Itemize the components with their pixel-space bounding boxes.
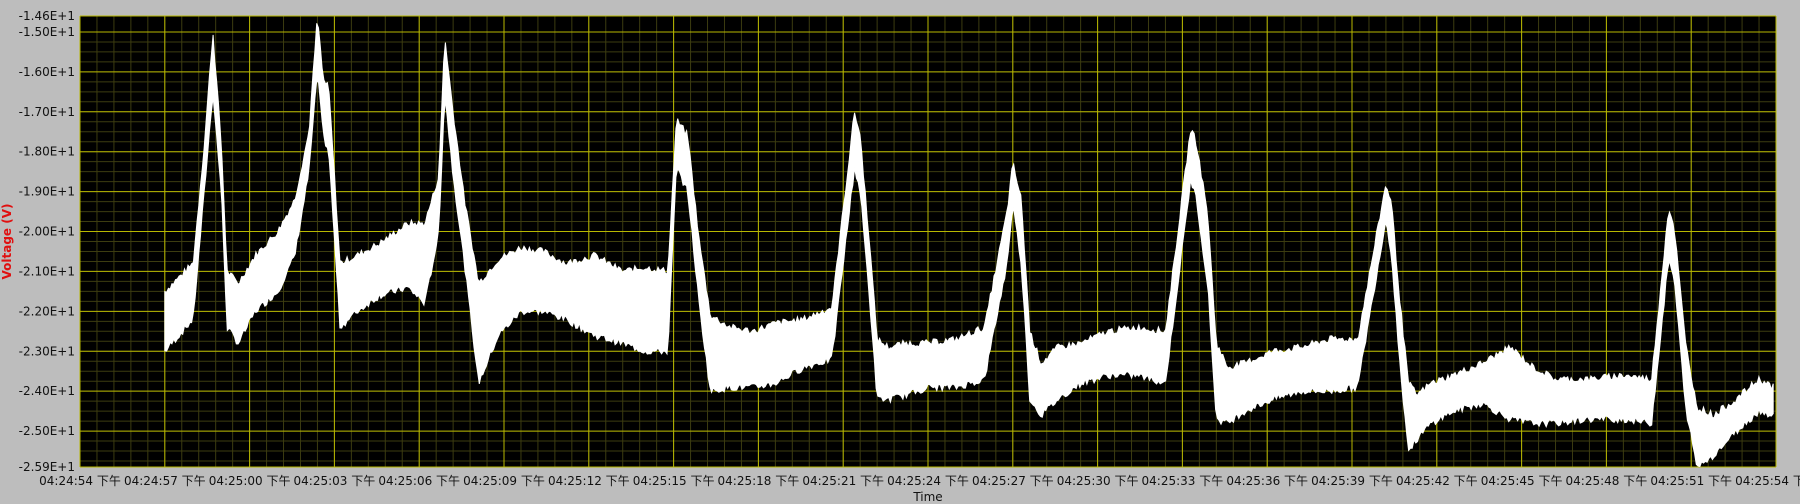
x-tick-label: 04:25:03 下午 [294,474,376,488]
x-tick-label: 04:25:00 下午 [209,474,291,488]
x-tick-label: 04:25:18 下午 [718,474,800,488]
x-tick-label: 04:25:45 下午 [1481,474,1563,488]
x-axis-ticks: 04:24:54 下午 04:24:57 下午 04:25:00 下午 04:25:0… [39,474,1800,488]
y-axis-ticks: -1.46E+1 -1.50E+1 -1.60E+1 -1.70E+1 -1.80E+1… [19,9,75,474]
y-axis-title: Voltage (V) [0,204,14,280]
x-axis-title: Time [912,490,942,504]
x-tick-label: 04:25:24 下午 [887,474,969,488]
x-tick-label: 04:25:30 下午 [1057,474,1139,488]
x-tick-label: 04:25:42 下午 [1396,474,1478,488]
x-tick-label: 04:25:36 下午 [1226,474,1308,488]
x-tick-label: 04:25:06 下午 [378,474,460,488]
x-tick-label: 04:25:51 下午 [1650,474,1732,488]
y-tick-label: -2.59E+1 [19,460,75,474]
y-tick-label: -2.40E+1 [19,384,75,398]
y-tick-label: -1.90E+1 [19,185,75,199]
y-tick-label: -2.30E+1 [19,344,75,358]
x-tick-label: 04:25:21 下午 [802,474,884,488]
y-tick-label: -2.50E+1 [19,424,75,438]
y-tick-label: -1.70E+1 [19,105,75,119]
x-tick-label: 04:25:15 下午 [633,474,715,488]
x-tick-label: 04:25:33 下午 [1142,474,1224,488]
x-tick-label: 04:24:54 下午 [39,474,121,488]
y-tick-label: -2.00E+1 [19,225,75,239]
x-tick-label: 04:25:09 下午 [463,474,545,488]
y-tick-label: -1.50E+1 [19,25,75,39]
y-tick-label: -2.20E+1 [19,304,75,318]
x-tick-label: 04:25:27 下午 [972,474,1054,488]
x-tick-label: 04:25:48 下午 [1566,474,1648,488]
y-tick-label: -1.60E+1 [19,65,75,79]
y-tick-label: -1.46E+1 [19,9,75,23]
x-tick-label: 04:25:12 下午 [548,474,630,488]
x-tick-label: 04:25:39 下午 [1311,474,1393,488]
voltage-trace [164,23,1774,468]
series-voltage-band [164,23,1774,468]
x-tick-label: 04:24:57 下午 [124,474,206,488]
y-tick-label: -1.80E+1 [19,145,75,159]
x-tick-label: 04:25:54 下午 [1735,474,1800,488]
y-tick-label: -2.10E+1 [19,264,75,278]
